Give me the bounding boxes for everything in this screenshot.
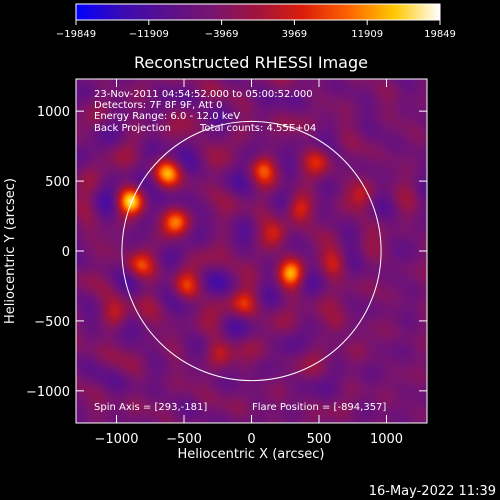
footer-timestamp: 16-May-2022 11:39 — [369, 484, 496, 499]
flare-position-label: Flare Position = [-894,357] — [252, 402, 386, 413]
total-counts-label: Total counts: 4.55E+04 — [199, 123, 316, 134]
solar-limb — [121, 120, 382, 382]
colorbar-tick-label: 19849 — [424, 29, 456, 40]
colorbar-tick-label: −3969 — [205, 29, 239, 40]
x-tick-label: 500 — [307, 432, 332, 447]
x-axis-label: Heliocentric X (arcsec) — [178, 447, 325, 462]
y-tick-label: −1000 — [26, 385, 70, 400]
energy-range-label: Energy Range: 6.0 - 12.0 keV — [94, 111, 240, 122]
colorbar-tick-label: 11909 — [351, 29, 383, 40]
colorbar-tick-label: −19849 — [56, 29, 96, 40]
colorbar-tick-label: −11909 — [129, 29, 169, 40]
x-tick-label: 0 — [247, 432, 255, 447]
y-tick-label: 500 — [45, 175, 70, 190]
time-range-label: 23-Nov-2011 04:54:52.000 to 05:00:52.000 — [94, 89, 313, 100]
y-tick-label: 1000 — [37, 105, 70, 120]
colorbar-ticks: −19849 −11909 −3969 3969 11909 19849 — [56, 20, 456, 40]
x-axis-ticks: −1000 −500 0 500 1000 — [95, 79, 403, 447]
method-label: Back Projection — [94, 123, 171, 134]
chart-title: Reconstructed RHESSI Image — [134, 53, 368, 72]
x-tick-label: −500 — [166, 432, 202, 447]
y-axis-label: Heliocentric Y (arcsec) — [3, 178, 18, 324]
spin-axis-label: Spin Axis = [293,-181] — [94, 402, 207, 413]
y-tick-label: −500 — [34, 315, 70, 330]
y-axis-ticks: −1000 −500 0 500 1000 — [26, 105, 427, 400]
heatmap-image — [76, 79, 427, 423]
detectors-label: Detectors: 7F 8F 9F, Att 0 — [94, 100, 222, 111]
colorbar — [75, 3, 441, 21]
x-tick-label: −1000 — [95, 432, 139, 447]
colorbar-tick-label: 3969 — [282, 29, 307, 40]
y-tick-label: 0 — [62, 245, 70, 260]
x-tick-label: 1000 — [370, 432, 403, 447]
